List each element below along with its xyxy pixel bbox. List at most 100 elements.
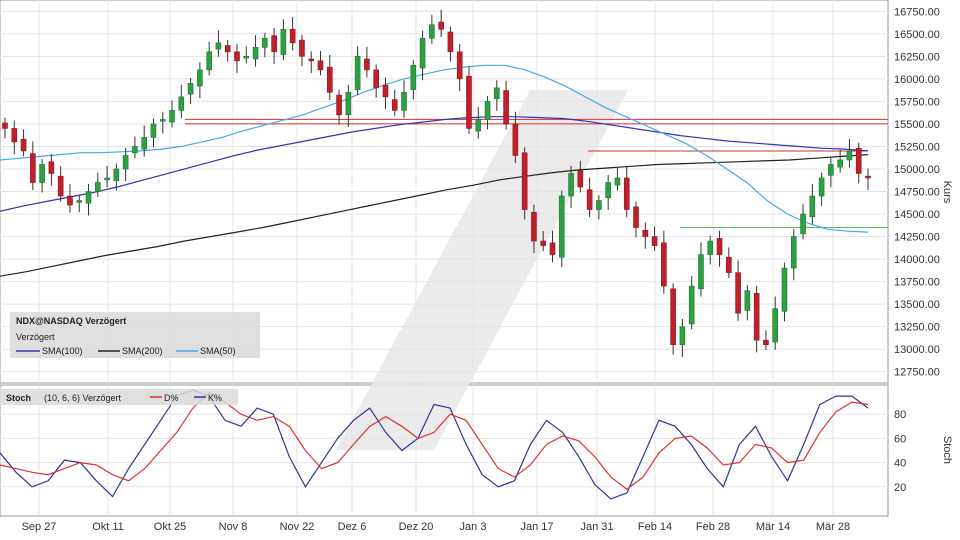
candle-down (234, 51, 240, 62)
x-tick-label: Mär 14 (756, 521, 790, 533)
candle-down (623, 177, 630, 210)
candle-up (707, 240, 714, 255)
y-axis-label-stoch: Stoch (941, 436, 953, 464)
candle-up (262, 37, 268, 48)
candle-up (252, 47, 259, 60)
x-tick-label: Okt 25 (154, 521, 186, 533)
candles (2, 9, 871, 357)
stoch-tick-label: 40 (894, 458, 906, 470)
candle-up (141, 137, 147, 150)
candle-up (197, 69, 203, 87)
legend-sma200: SMA(200) (122, 346, 163, 356)
stoch-tick-label: 80 (894, 409, 906, 421)
stoch-legend: Stoch (10, 6, 6) Verzögert D% K% (0, 389, 238, 405)
candle-up (698, 254, 704, 290)
candle-down (2, 122, 8, 129)
candle-down (289, 28, 296, 44)
price-tick-label: 14000.00 (894, 254, 940, 266)
candle-down (30, 153, 36, 183)
candle-down (670, 288, 676, 345)
candle-down (11, 128, 18, 143)
axes: 16750.00 16500.00 16250.00 16000.00 15750.00… (22, 6, 940, 533)
candle-down (382, 84, 389, 98)
candle-up (494, 87, 500, 99)
candle-up (354, 56, 361, 90)
price-tick-label: 15750.00 (894, 96, 940, 108)
candle-down (735, 272, 741, 314)
y-axis-label-price: Kurs (941, 181, 953, 204)
candle-down (299, 39, 305, 57)
price-tick-label: 15500.00 (894, 119, 940, 131)
stoch-params: (10, 6, 6) Verzögert (44, 393, 122, 403)
x-tick-label: Feb 28 (696, 521, 730, 533)
candle-down (326, 66, 333, 93)
candle-up (76, 200, 83, 203)
candle-up (558, 195, 565, 258)
candle-down (391, 99, 398, 111)
candle-up (39, 164, 45, 183)
candle-up (122, 155, 129, 170)
legend-sma50: SMA(50) (200, 346, 236, 356)
candle-up (846, 150, 853, 161)
candle-down (364, 58, 370, 71)
candle-down (716, 238, 723, 255)
stoch-tick-label: 20 (894, 482, 906, 494)
candle-down (271, 35, 277, 53)
candle-up (596, 200, 602, 210)
candle-down (855, 147, 862, 174)
delay-note: Verzögert (16, 332, 55, 342)
candle-up (280, 28, 287, 55)
price-tick-label: 16750.00 (894, 6, 940, 18)
candle-down (503, 90, 509, 125)
candle-down (308, 58, 315, 62)
candle-up (150, 123, 157, 138)
price-tick-label: 12750.00 (894, 367, 940, 379)
candle-down (540, 240, 547, 246)
candle-down (633, 206, 639, 228)
candle-up (809, 195, 816, 218)
candle-up (94, 182, 101, 192)
price-tick-label: 14750.00 (894, 187, 940, 199)
price-tick-label: 15000.00 (894, 164, 940, 176)
candle-up (772, 308, 779, 343)
candle-down (447, 31, 454, 53)
candle-up (410, 65, 417, 90)
candle-up (159, 119, 166, 122)
candle-down (373, 69, 379, 89)
candle-down (586, 189, 593, 210)
candle-up (429, 24, 435, 39)
candle-down (577, 170, 584, 188)
candle-up (206, 51, 212, 71)
candle-down (865, 175, 871, 179)
price-tick-label: 13250.00 (894, 322, 940, 334)
candle-down (642, 229, 649, 237)
candle-up (85, 191, 92, 204)
sma200-line (0, 154, 869, 277)
horizontal-lines (185, 118, 888, 229)
candle-up (475, 119, 482, 132)
candle-up (605, 182, 611, 199)
candle-up (215, 42, 222, 50)
price-tick-label: 13000.00 (894, 344, 940, 356)
stoch-d-line (0, 391, 869, 490)
candle-up (828, 164, 834, 176)
candle-up (568, 173, 574, 197)
sma100-line (0, 116, 869, 212)
price-tick-label: 16500.00 (894, 29, 940, 41)
candle-down (224, 45, 231, 53)
candle-up (132, 146, 138, 154)
candle-up (800, 213, 806, 235)
candle-down (20, 138, 27, 152)
symbol-title: NDX@NASDAQ Verzögert (16, 316, 126, 326)
legend-d: D% (164, 393, 179, 403)
x-tick-label: Jan 3 (460, 521, 487, 533)
candle-down (48, 161, 55, 174)
price-legend: NDX@NASDAQ Verzögert Verzögert SMA(100) … (10, 312, 260, 358)
watermark-slash (336, 90, 628, 450)
price-tick-label: 14250.00 (894, 232, 940, 244)
candle-up (113, 168, 120, 181)
candle-up (679, 326, 686, 346)
candle-up (345, 92, 352, 116)
candle-down (317, 60, 324, 71)
